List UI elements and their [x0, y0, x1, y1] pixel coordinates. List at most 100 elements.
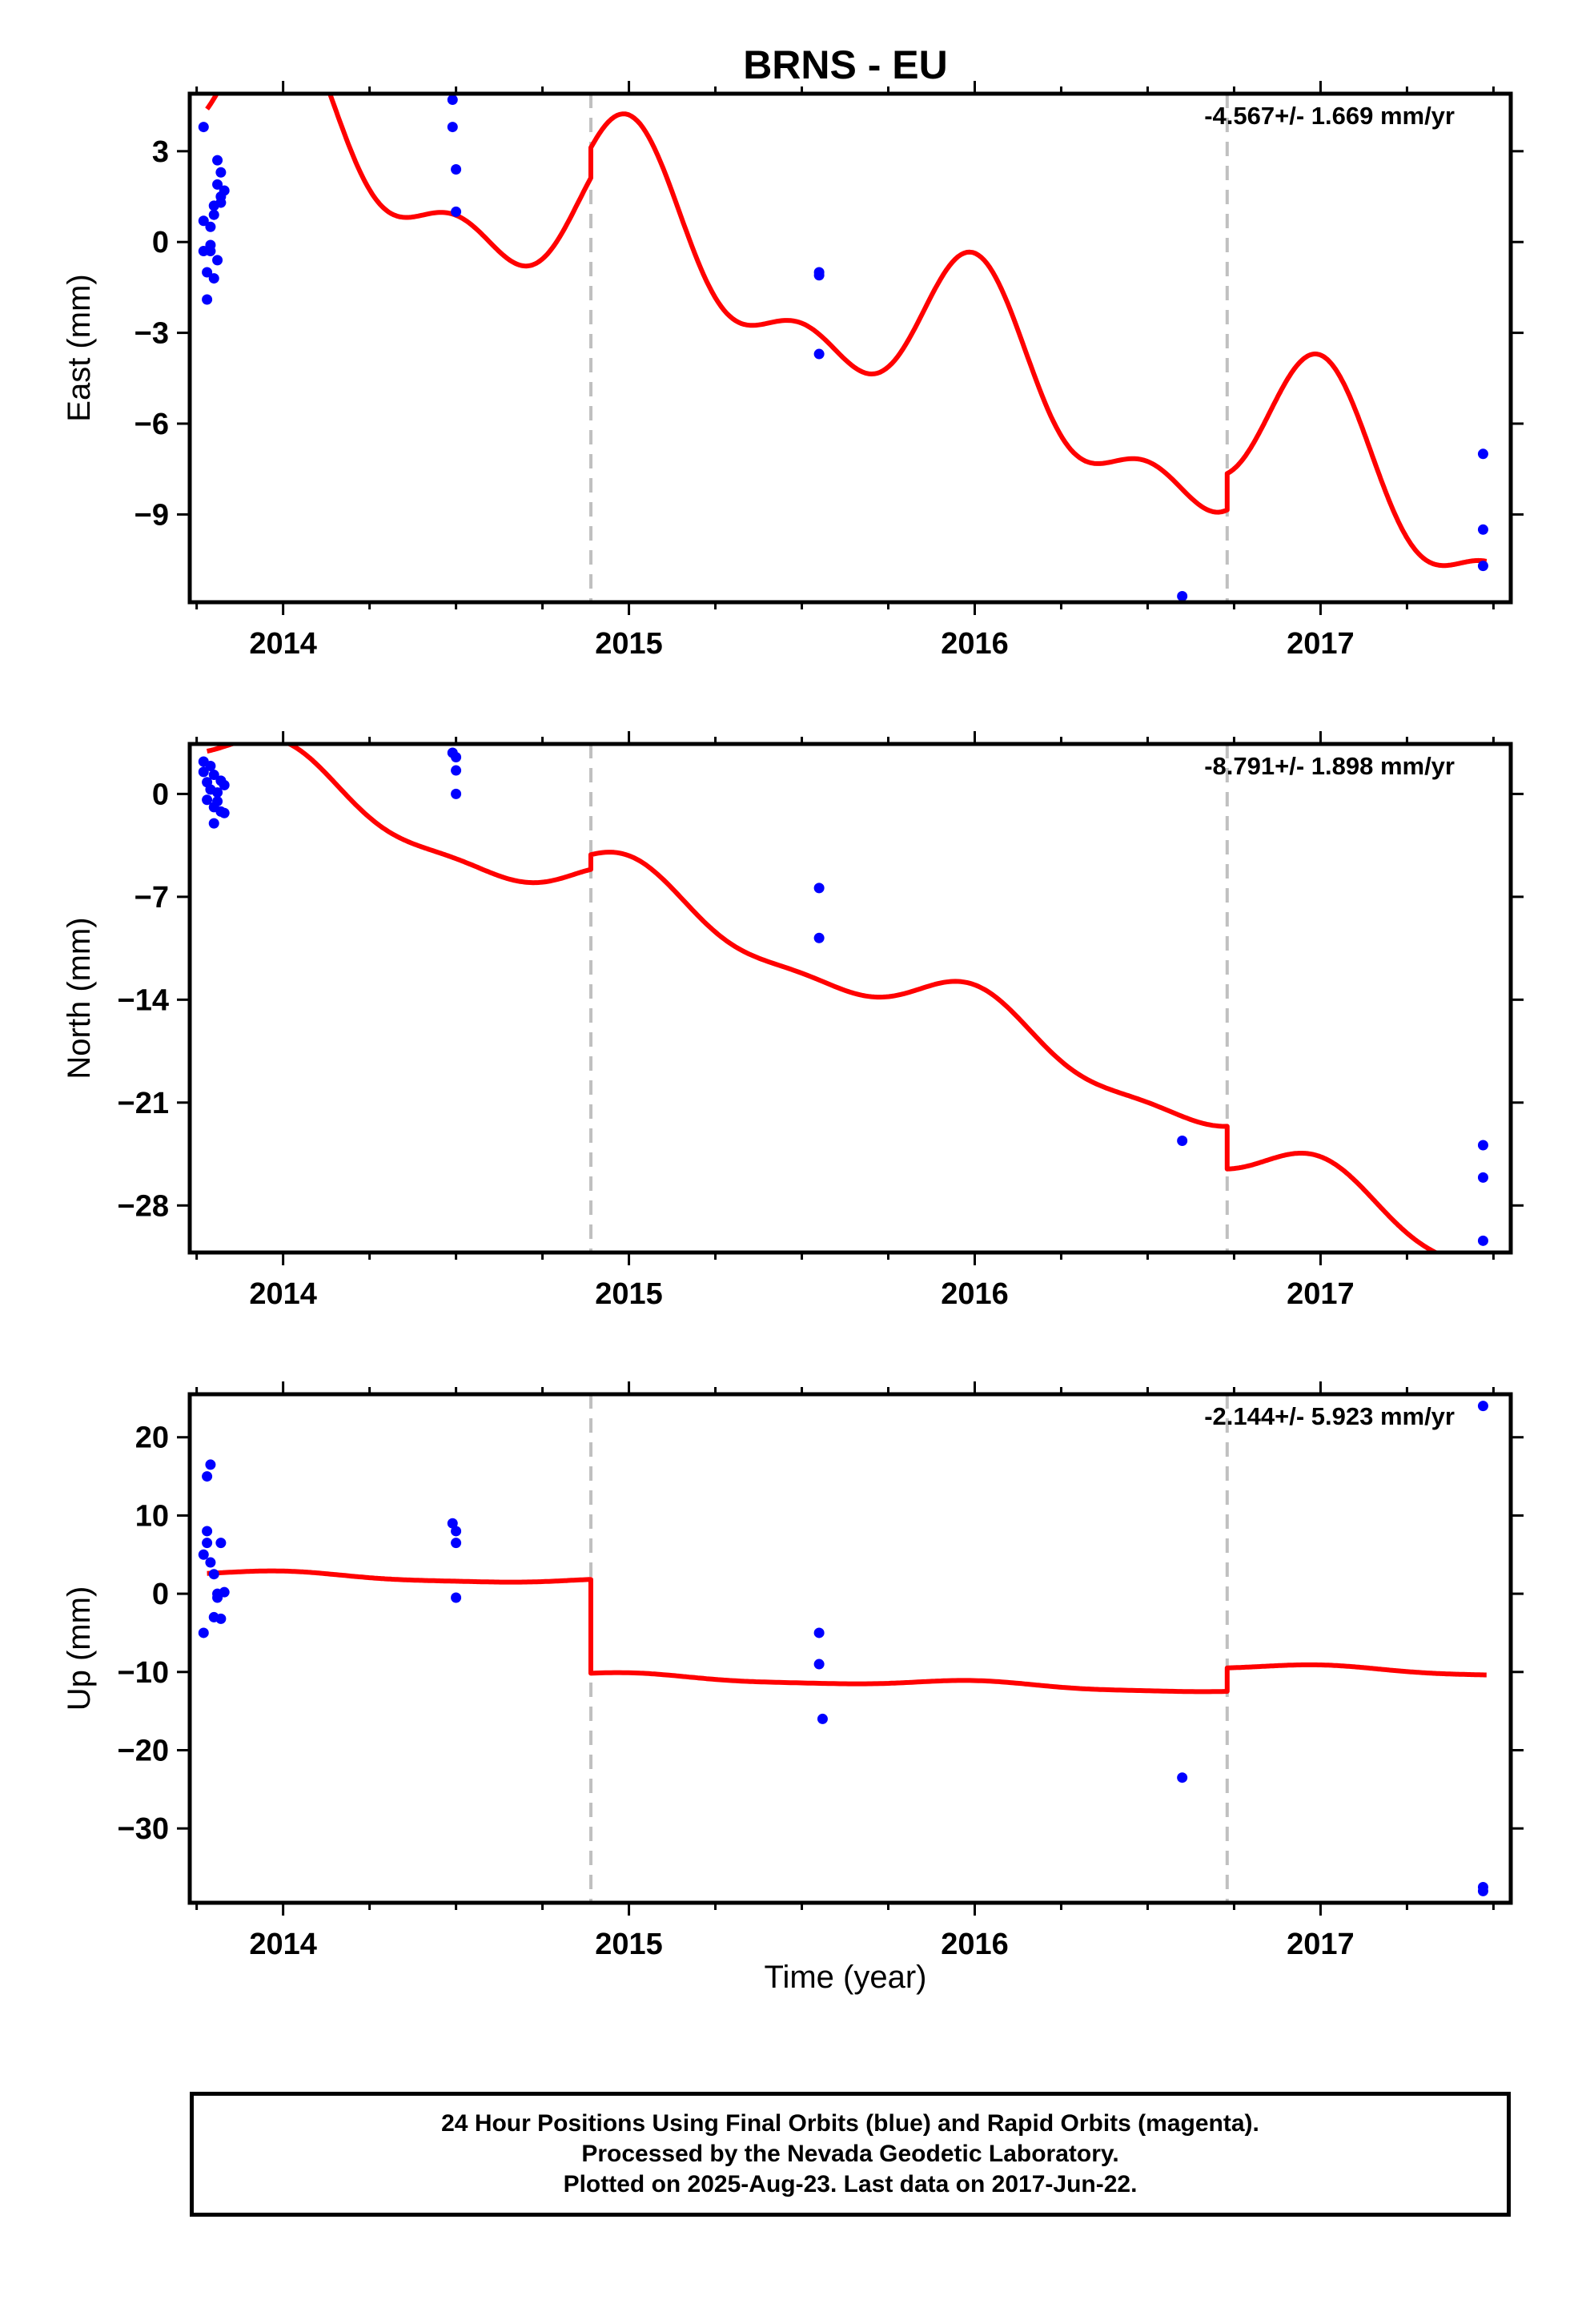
x-tick-label: 2016	[941, 1928, 1009, 1961]
data-point	[1477, 1172, 1488, 1183]
y-tick-label: 0	[152, 778, 169, 811]
data-point	[205, 246, 216, 257]
footer-line-1: 24 Hour Positions Using Final Orbits (bl…	[441, 2110, 1259, 2137]
data-point	[198, 122, 209, 133]
y-tick-label: 0	[152, 1578, 169, 1611]
data-point	[205, 761, 216, 772]
model-fit-group	[205, 94, 1488, 569]
data-point	[451, 765, 462, 776]
data-point	[208, 770, 219, 781]
data-point	[219, 1586, 230, 1598]
data-point	[202, 1471, 213, 1482]
y-axis-label: East (mm)	[62, 274, 97, 421]
y-tick-label: −21	[118, 1087, 169, 1120]
data-point	[451, 788, 462, 799]
data-point	[1477, 524, 1488, 535]
y-tick-label: 0	[152, 226, 169, 259]
data-point	[208, 273, 219, 284]
data-point	[817, 1713, 828, 1724]
data-point	[205, 221, 216, 232]
data-point	[447, 1518, 458, 1529]
data-point	[212, 155, 223, 166]
data-point	[451, 1526, 462, 1537]
data-point	[219, 185, 230, 196]
x-tick-label: 2015	[595, 627, 663, 661]
data-point	[451, 206, 462, 217]
model-fit-line	[205, 94, 1488, 569]
data-point	[813, 883, 825, 894]
y-tick-label: −6	[135, 408, 169, 441]
data-point	[219, 779, 230, 790]
panel-east: 2014 2015 2016 2017 3 0 −3 −6 −9 East (mm) -4.567+…	[62, 81, 1524, 661]
data-point	[447, 94, 458, 106]
panel-frame	[187, 91, 1513, 605]
data-point	[205, 1557, 216, 1568]
data-point	[208, 209, 219, 220]
data-point	[212, 787, 223, 798]
x-tick-label: 2014	[249, 1928, 317, 1961]
panel-up: 2014 2015 2016 2017 20 10 0 −10 −20 −30 Up (mm) -2.…	[62, 1381, 1524, 1961]
data-point	[1477, 448, 1488, 460]
y-tick-label: −20	[118, 1735, 169, 1768]
data-point	[215, 197, 227, 208]
data-point	[198, 215, 209, 227]
y-tick-label: 10	[135, 1499, 169, 1533]
y-axis-label: Up (mm)	[62, 1586, 97, 1711]
x-tick-label: 2016	[941, 1277, 1009, 1311]
data-point	[813, 1627, 825, 1638]
data-point	[212, 179, 223, 190]
y-tick-label: 3	[152, 135, 169, 169]
y-tick-label: −9	[135, 498, 169, 532]
y-tick-label: −7	[135, 881, 169, 915]
data-point	[202, 794, 213, 806]
velocity-label: -2.144+/- 5.923 mm/yr	[1204, 1402, 1455, 1430]
x-tick-label: 2015	[595, 1928, 663, 1961]
data-point	[208, 818, 219, 829]
x-tick-label: 2016	[941, 627, 1009, 661]
footer-line-2: Processed by the Nevada Geodetic Laborat…	[581, 2141, 1119, 2167]
data-point	[202, 294, 213, 305]
x-tick-label: 2015	[595, 1277, 663, 1311]
data-point	[198, 1549, 209, 1560]
data-point	[447, 122, 458, 133]
data-point	[1177, 590, 1188, 601]
data-point	[1477, 561, 1488, 572]
x-tick-label: 2017	[1287, 627, 1355, 661]
data-point	[1477, 1401, 1488, 1412]
data-point	[451, 752, 462, 763]
data-point	[202, 1538, 213, 1549]
x-tick-label: 2014	[249, 627, 317, 661]
model-fit-group	[206, 744, 1441, 1252]
data-point	[215, 167, 227, 178]
data-point	[451, 1538, 462, 1549]
data-point	[813, 348, 825, 360]
model-fit-group	[206, 1568, 1488, 1695]
y-tick-label: −28	[118, 1189, 169, 1223]
data-point	[1477, 1140, 1488, 1151]
y-tick-label: −3	[135, 317, 169, 351]
data-point	[813, 932, 825, 943]
data-point	[215, 1538, 227, 1549]
data-point	[205, 1459, 216, 1470]
x-tick-label: 2014	[249, 1277, 317, 1311]
data-point	[1177, 1772, 1188, 1783]
x-axis-label: Time (year)	[765, 1960, 927, 1995]
data-point	[212, 255, 223, 266]
data-point	[813, 1659, 825, 1670]
data-point	[1477, 1235, 1488, 1246]
panel-north: 2014 2015 2016 2017 0 −7 −14 −21 −28 North (mm) -8…	[62, 731, 1524, 1311]
y-tick-label: 20	[135, 1421, 169, 1455]
panel-frame	[187, 742, 1513, 1255]
data-point	[813, 270, 825, 281]
chart-title: BRNS - EU	[743, 42, 948, 87]
footer-line-3: Plotted on 2025-Aug-23. Last data on 201…	[563, 2171, 1138, 2197]
data-point	[202, 1526, 213, 1537]
x-tick-label: 2017	[1287, 1928, 1355, 1961]
data-point	[215, 1613, 227, 1624]
data-point	[198, 766, 209, 778]
panel-frame	[187, 1392, 1513, 1905]
velocity-label: -8.791+/- 1.898 mm/yr	[1204, 752, 1455, 780]
data-point	[198, 1627, 209, 1638]
data-point	[219, 807, 230, 818]
